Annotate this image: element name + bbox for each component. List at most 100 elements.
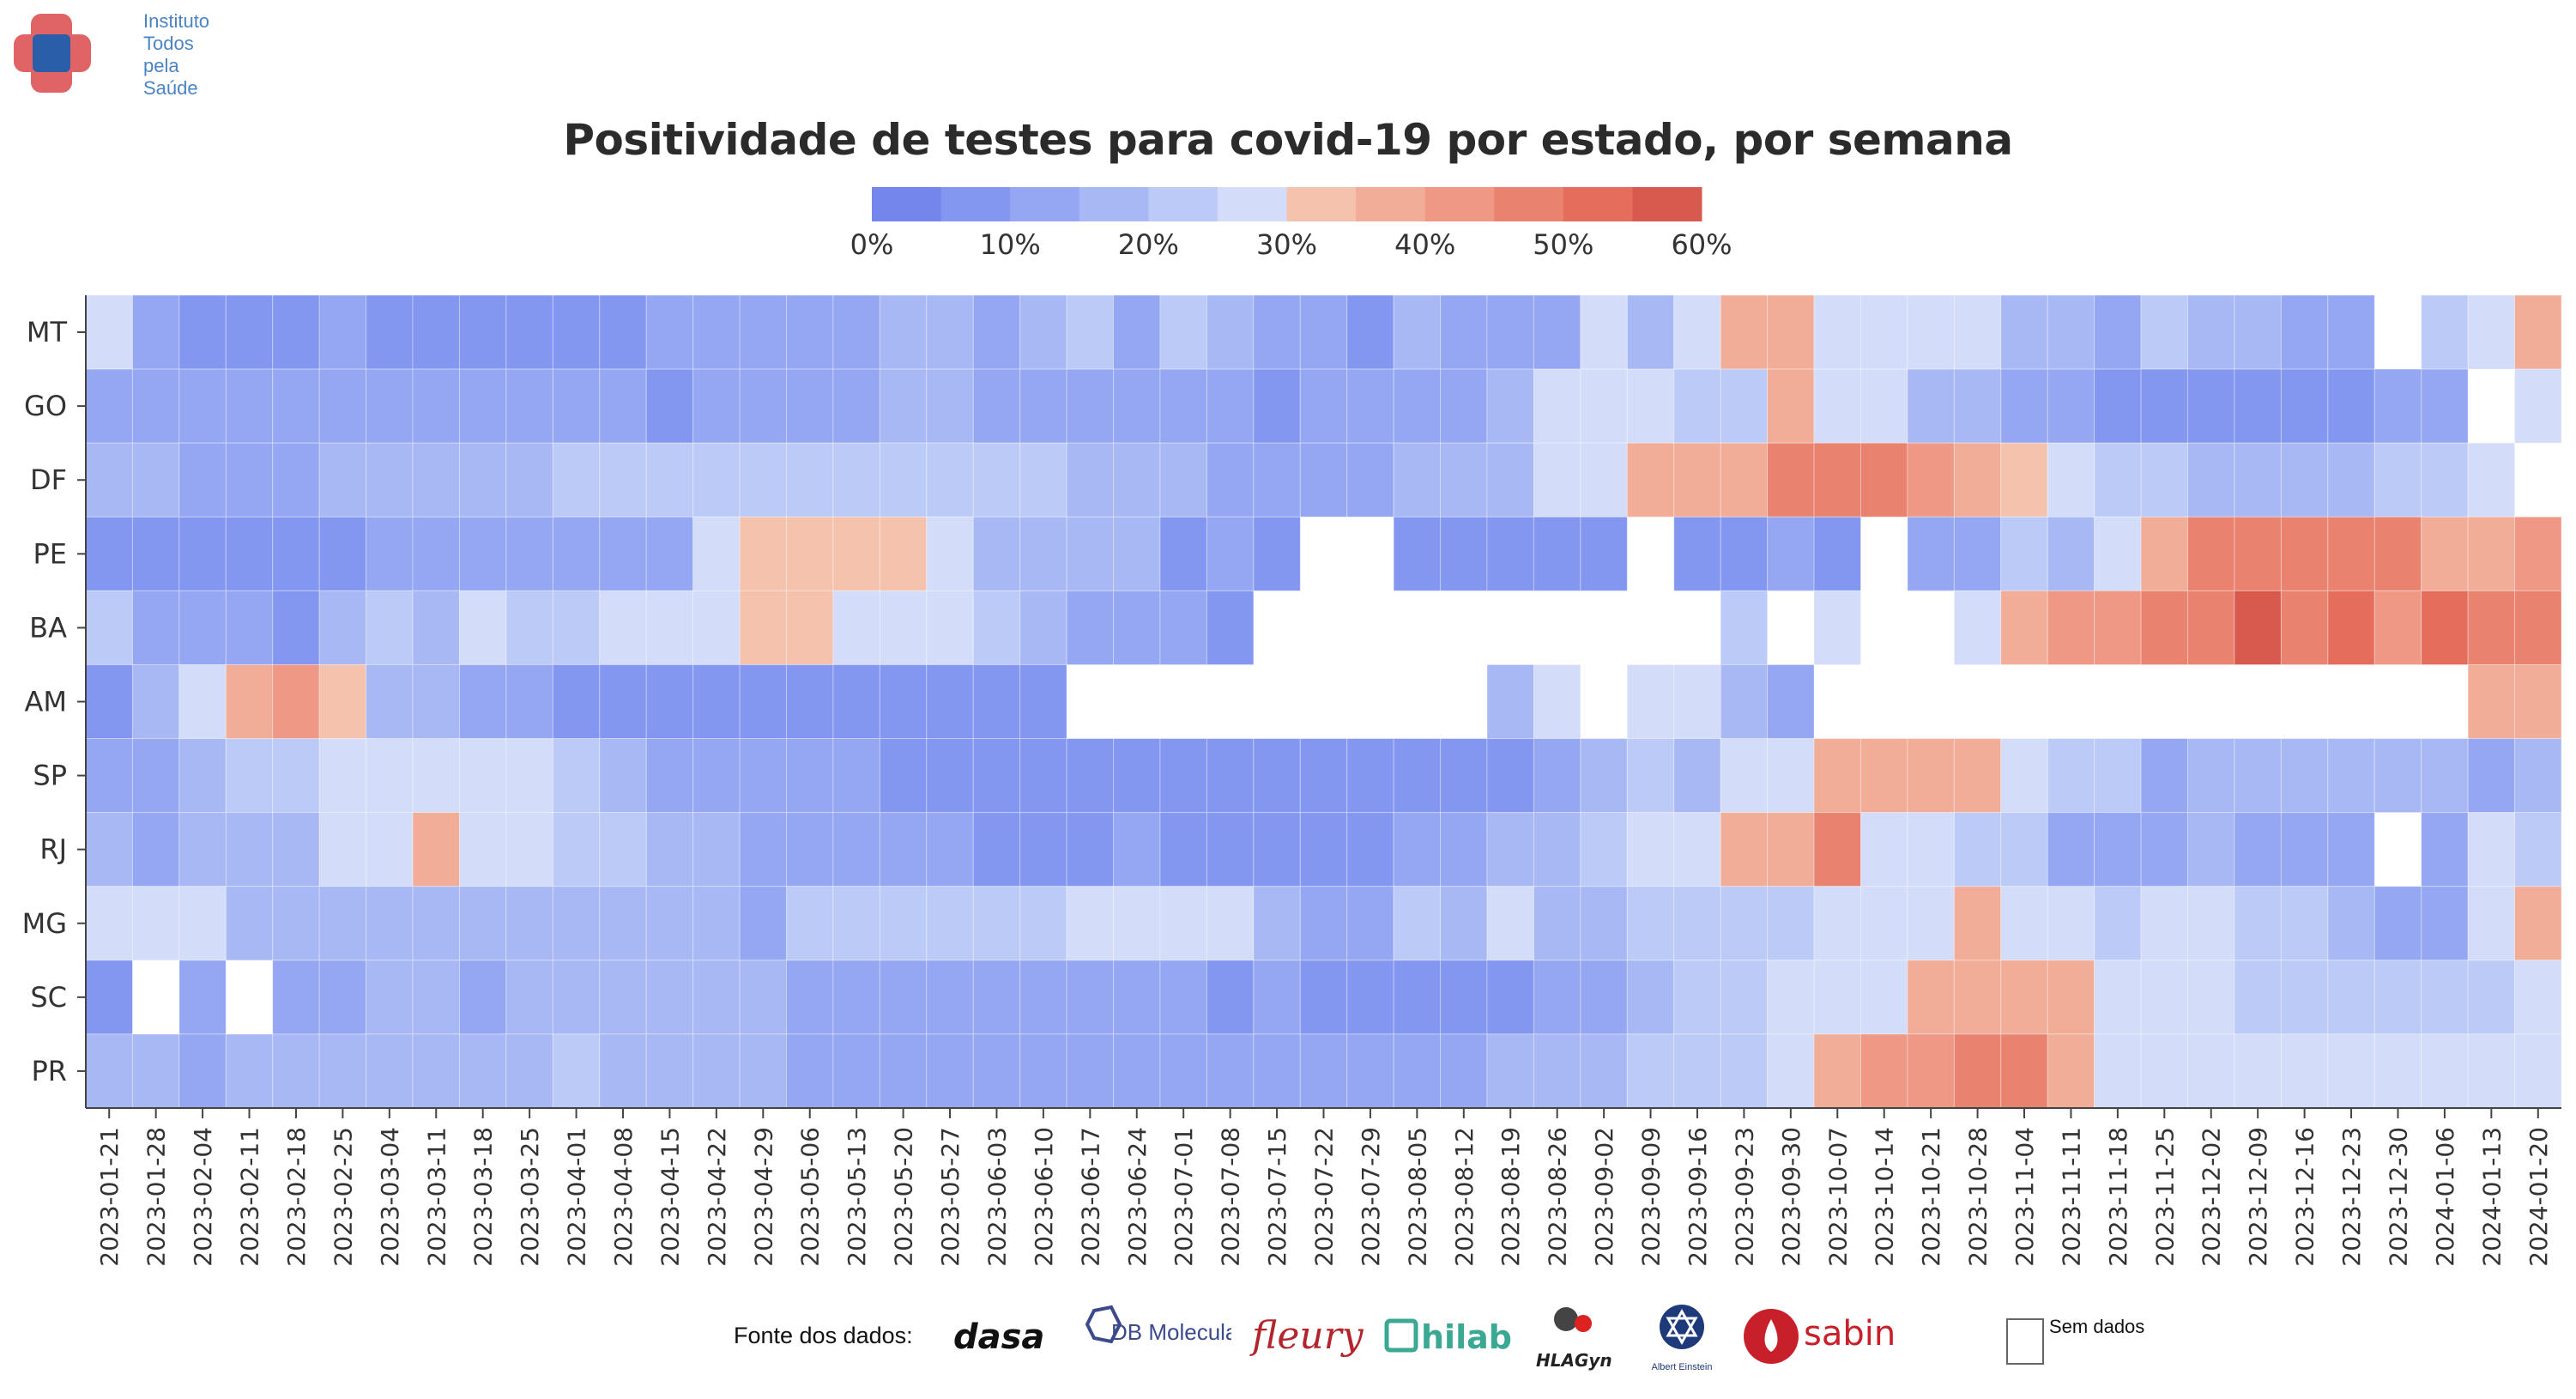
heatmap-cell <box>1486 442 1534 518</box>
heatmap-cell <box>1440 294 1488 370</box>
heatmap-cell <box>318 960 367 1035</box>
x-tick-label: 2023-10-07 <box>1823 1127 1852 1267</box>
heatmap-cell <box>2421 590 2469 665</box>
heatmap-cell <box>2047 368 2095 444</box>
heatmap-cell <box>1440 442 1488 518</box>
heatmap-cell <box>1159 812 1207 887</box>
colorbar-segment <box>872 187 942 221</box>
heatmap-cell <box>458 663 507 740</box>
colorbar-tick-label: 30% <box>1256 228 1317 261</box>
colorbar-segment <box>1148 187 1218 221</box>
heatmap-cell <box>1393 960 1442 1035</box>
heatmap-cell <box>131 663 180 740</box>
colorbar-segment <box>1010 187 1080 221</box>
x-tick-label: 2023-07-22 <box>1310 1127 1339 1267</box>
heatmap-cell <box>2514 368 2562 444</box>
heatmap-cell <box>2373 442 2422 518</box>
heatmap-cell <box>458 960 507 1035</box>
heatmap-cell <box>1953 294 2002 370</box>
heatmap-cell <box>1019 294 1067 370</box>
heatmap-cell <box>2234 812 2282 887</box>
heatmap-cell <box>178 812 227 887</box>
heatmap-cell <box>2514 886 2562 961</box>
heatmap-cell <box>1346 442 1394 518</box>
x-tick-label: 2023-03-25 <box>516 1127 544 1267</box>
heatmap-cell <box>972 516 1021 591</box>
sabin-wordmark: sabin <box>1804 1314 1896 1354</box>
heatmap-cell <box>1767 886 1815 961</box>
colorbar-segment <box>1563 187 1633 221</box>
x-tick-label: 2024-01-06 <box>2431 1127 2459 1267</box>
heatmap-cell <box>272 960 320 1035</box>
heatmap-cell <box>786 1033 834 1109</box>
heatmap-cell <box>1486 886 1534 961</box>
heatmap-cell <box>1626 1033 1675 1109</box>
heatmap-cell <box>1206 368 1255 444</box>
heatmap-cell <box>786 442 834 518</box>
heatmap-cell <box>458 738 507 814</box>
x-tick-label: 2023-10-14 <box>1871 1127 1899 1267</box>
y-tick-label: SC <box>30 981 67 1014</box>
heatmap-cell <box>1953 368 2002 444</box>
heatmap-cell <box>366 368 414 444</box>
heatmap-cell <box>1813 960 1861 1035</box>
heatmap-cell <box>1953 442 2002 518</box>
heatmap-cell <box>412 1033 460 1109</box>
x-tick-label: 2023-07-29 <box>1357 1127 1385 1267</box>
x-tick-label: 2023-08-12 <box>1450 1127 1478 1267</box>
heatmap-cell <box>645 1033 694 1109</box>
heatmap-cell <box>552 368 601 444</box>
heatmap-cell <box>2234 590 2282 665</box>
x-tick-label: 2023-04-15 <box>656 1127 684 1267</box>
heatmap-cell <box>1813 442 1861 518</box>
heatmap-cell <box>1533 960 1581 1035</box>
heatmap-cell <box>1393 368 1442 444</box>
heatmap-cell <box>1253 1033 1301 1109</box>
heatmap-cell <box>2280 812 2329 887</box>
x-tick-label: 2023-08-05 <box>1403 1127 1431 1267</box>
heatmap-cell <box>926 663 974 740</box>
heatmap-cell <box>1953 738 2002 814</box>
heatmap-cell <box>1720 516 1769 591</box>
heatmap-cell <box>366 960 414 1035</box>
heatmap-cell <box>1206 294 1255 370</box>
heatmap-cell <box>1346 368 1394 444</box>
heatmap-cell <box>2327 960 2375 1035</box>
heatmap-cell <box>2047 590 2095 665</box>
heatmap-cell <box>1346 886 1394 961</box>
heatmap-cell <box>1580 516 1628 591</box>
heatmap-cell <box>1019 886 1067 961</box>
heatmap-cell <box>1346 294 1394 370</box>
heatmap-cell <box>2234 886 2282 961</box>
heatmap-cell <box>366 738 414 814</box>
x-tick-label: 2023-12-23 <box>2337 1127 2366 1267</box>
heatmap-cell <box>1206 738 1255 814</box>
heatmap-cell <box>2047 442 2095 518</box>
x-tick-label: 2023-12-09 <box>2244 1127 2272 1267</box>
heatmap-cell <box>832 886 880 961</box>
heatmap-cell <box>412 294 460 370</box>
heatmap-cell <box>1720 1033 1769 1109</box>
heatmap-cell <box>1953 516 2002 591</box>
heatmap-cell <box>1159 294 1207 370</box>
heatmap-cell <box>2514 738 2562 814</box>
heatmap-cell <box>739 442 788 518</box>
heatmap-cell <box>2514 1033 2562 1109</box>
heatmap-cell <box>1533 663 1581 740</box>
heatmap-cell <box>739 886 788 961</box>
heatmap-cell <box>458 886 507 961</box>
heatmap-cell <box>926 442 974 518</box>
y-tick-label: GO <box>24 390 67 422</box>
db-molecular-logo: DB Molecular <box>1085 1298 1231 1375</box>
heatmap-cell <box>2000 442 2048 518</box>
heatmap-cell <box>1019 812 1067 887</box>
heatmap-cell <box>879 590 928 665</box>
heatmap-cell <box>832 663 880 740</box>
x-tick-label: 2023-08-26 <box>1544 1127 1572 1267</box>
heatmap-cell <box>2421 738 2469 814</box>
heatmap-cell <box>645 294 694 370</box>
heatmap-cell <box>552 812 601 887</box>
heatmap-cell <box>2421 1033 2469 1109</box>
x-tick-label: 2023-03-11 <box>422 1127 450 1267</box>
heatmap-cell <box>739 590 788 665</box>
